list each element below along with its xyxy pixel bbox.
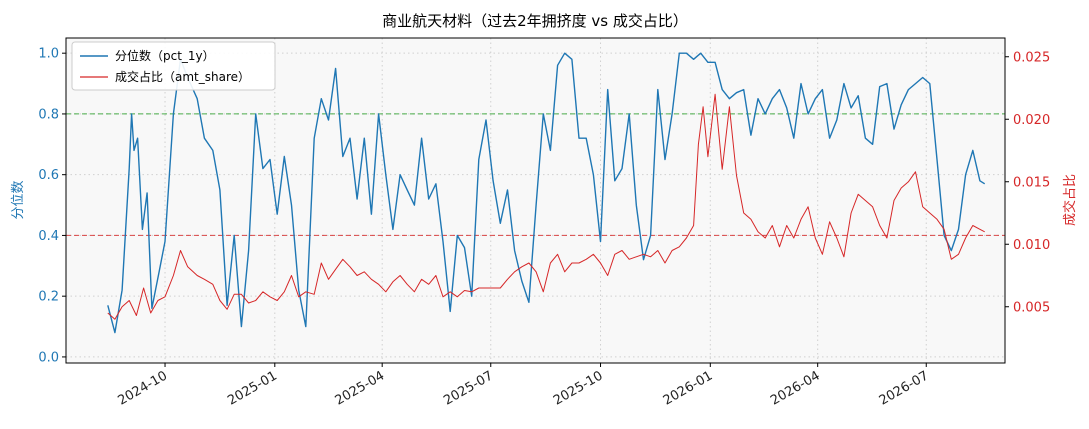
series-line-pct xyxy=(107,52,986,334)
left-tick-label: 1.0 xyxy=(38,47,59,62)
x-tick-label: 2025-04 xyxy=(333,368,388,408)
x-tick-label: 2026-07 xyxy=(877,368,932,408)
legend-box xyxy=(71,41,276,91)
right-axis-label: 成交占比 xyxy=(1062,174,1078,226)
x-tick-label: 2025-10 xyxy=(551,368,606,408)
left-tick-label: 0.8 xyxy=(38,107,59,122)
left-tick-label: 0.4 xyxy=(38,229,59,244)
chart-title: 商业航天材料（过去2年拥挤度 vs 成交占比） xyxy=(382,12,688,30)
right-tick-label: 0.020 xyxy=(1013,113,1050,128)
series-line-amt xyxy=(107,93,985,320)
right-tick-label: 0.015 xyxy=(1013,175,1050,190)
x-axis-ticks: 2024-10 2025-01 2025-04 2025-07 2025-10 2026-… xyxy=(115,363,931,409)
grid-lines xyxy=(66,38,1005,363)
legend: 分位数（pct_1y） 成交占比（amt_share） xyxy=(71,41,276,91)
plot-area xyxy=(66,38,1005,363)
left-tick-label: 0.2 xyxy=(38,290,59,305)
x-tick-label: 2024-10 xyxy=(115,368,170,408)
x-tick-label: 2026-01 xyxy=(661,368,716,408)
x-tick-label: 2025-01 xyxy=(225,368,280,408)
left-tick-label: 0.6 xyxy=(38,168,59,183)
x-tick-label: 2026-04 xyxy=(768,368,823,408)
right-tick-label: 0.010 xyxy=(1013,238,1050,253)
left-axis-ticks: 0.0 0.2 0.4 0.6 0.8 1.0 xyxy=(38,47,66,365)
right-axis-ticks: 0.005 0.010 0.015 0.020 0.025 xyxy=(1005,50,1050,315)
left-tick-label: 0.0 xyxy=(38,350,59,365)
plot-frame xyxy=(65,37,1006,364)
legend-label-pct: 分位数（pct_1y） xyxy=(115,48,215,63)
right-tick-label: 0.005 xyxy=(1013,300,1050,315)
right-tick-label: 0.025 xyxy=(1013,50,1050,65)
left-axis-label: 分位数 xyxy=(11,180,26,219)
legend-label-amt: 成交占比（amt_share） xyxy=(115,69,250,84)
x-tick-label: 2025-07 xyxy=(441,368,496,408)
series-layer xyxy=(107,52,986,334)
